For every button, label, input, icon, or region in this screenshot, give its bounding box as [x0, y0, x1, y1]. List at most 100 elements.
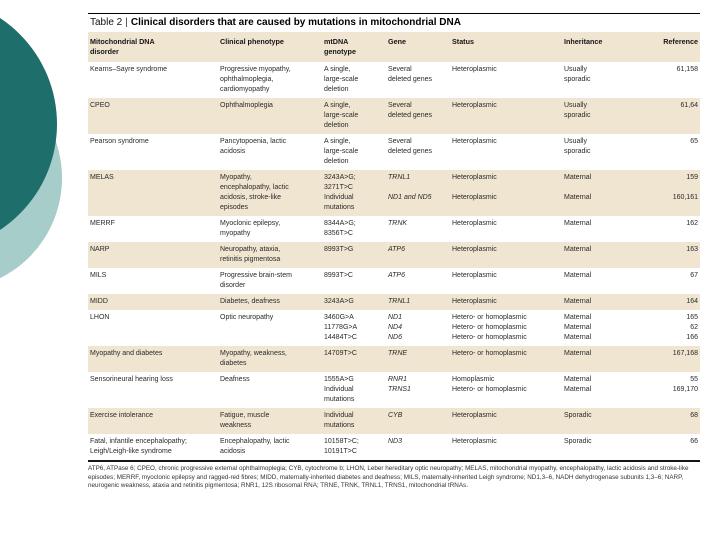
cell-genotype: 10158T>C; 10191T>C [322, 434, 386, 460]
cell-phenotype: Myoclonic epilepsy, myopathy [218, 216, 322, 242]
cell-inheritance: Sporadic [562, 408, 632, 434]
cell-reference: 167,168 [632, 346, 700, 372]
cell-disorder: MILS [88, 268, 218, 294]
cell-status: Heteroplasmic [450, 62, 562, 98]
cell-status: Heteroplasmic [450, 434, 562, 460]
cell-status: Heteroplasmic [450, 408, 562, 434]
table-bottom-rule [88, 460, 700, 462]
column-header-gene: Gene [386, 32, 450, 62]
cell-gene: TRNL1 ND1 and ND5 [386, 170, 450, 216]
cell-inheritance: Maternal [562, 242, 632, 268]
cell-status: Heteroplasmic [450, 134, 562, 170]
table-row: Pearson syndrome Pancytopoenia, lactic a… [88, 134, 700, 170]
column-header-inheritance: Inheritance [562, 32, 632, 62]
cell-genotype: 3243A>G [322, 294, 386, 310]
cell-reference: 164 [632, 294, 700, 310]
cell-phenotype: Pancytopoenia, lactic acidosis [218, 134, 322, 170]
cell-reference: 67 [632, 268, 700, 294]
table-row: CPEO Ophthalmoplegia A single, large-sca… [88, 98, 700, 134]
cell-reference: 162 [632, 216, 700, 242]
cell-status: Heteroplasmic [450, 268, 562, 294]
cell-gene: ATP6 [386, 268, 450, 294]
cell-inheritance: Maternal [562, 294, 632, 310]
cell-inheritance: Usually sporadic [562, 134, 632, 170]
cell-status: Heteroplasmic [450, 216, 562, 242]
column-header-phenotype: Clinical phenotype [218, 32, 322, 62]
table-body: Kearns–Sayre syndrome Progressive myopat… [88, 62, 700, 460]
cell-genotype: 8993T>G [322, 242, 386, 268]
table-row: LHON Optic neuropathy 3460G>A 11778G>A 1… [88, 310, 700, 346]
cell-reference: 61,64 [632, 98, 700, 134]
cell-gene: Several deleted genes [386, 62, 450, 98]
cell-status: Heteroplasmic Heteroplasmic [450, 170, 562, 216]
cell-reference: 55 169,170 [632, 372, 700, 408]
cell-gene: TRNE [386, 346, 450, 372]
cell-status: Homoplasmic Hetero- or homoplasmic [450, 372, 562, 408]
cell-reference: 165 62 166 [632, 310, 700, 346]
table-row: NARP Neuropathy, ataxia, retinitis pigme… [88, 242, 700, 268]
table-title: Table 2 | Clinical disorders that are caus… [88, 13, 700, 32]
cell-phenotype: Encephalopathy, lactic acidosis [218, 434, 322, 460]
table-header-row: Mitochondrial DNA disorder Clinical phen… [88, 32, 700, 62]
table-row: Sensorineural hearing loss Deafness 1555… [88, 372, 700, 408]
table-title-prefix: Table 2 [90, 17, 123, 28]
cell-phenotype: Diabetes, deafness [218, 294, 322, 310]
cell-phenotype: Progressive brain-stem disorder [218, 268, 322, 294]
column-header-status: Status [450, 32, 562, 62]
column-header-reference: Reference [632, 32, 700, 62]
cell-disorder: Sensorineural hearing loss [88, 372, 218, 408]
cell-gene: RNR1 TRNS1 [386, 372, 450, 408]
cell-disorder: LHON [88, 310, 218, 346]
table-row: MILS Progressive brain-stem disorder 899… [88, 268, 700, 294]
cell-status: Hetero- or homoplasmic Hetero- or homopl… [450, 310, 562, 346]
cell-phenotype: Myopathy, encephalopathy, lactic acidosi… [218, 170, 322, 216]
table-row: Myopathy and diabetes Myopathy, weakness… [88, 346, 700, 372]
cell-phenotype: Ophthalmoplegia [218, 98, 322, 134]
cell-genotype: 8993T>C [322, 268, 386, 294]
cell-inheritance: Maternal [562, 346, 632, 372]
cell-gene: TRNK [386, 216, 450, 242]
cell-reference: 163 [632, 242, 700, 268]
cell-reference: 159 160,161 [632, 170, 700, 216]
cell-status: Heteroplasmic [450, 242, 562, 268]
data-table: Mitochondrial DNA disorder Clinical phen… [88, 32, 700, 460]
cell-disorder: Exercise intolerance [88, 408, 218, 434]
cell-status: Heteroplasmic [450, 294, 562, 310]
cell-genotype: A single, large-scale deletion [322, 98, 386, 134]
cell-disorder: MIDD [88, 294, 218, 310]
cell-disorder: NARP [88, 242, 218, 268]
cell-phenotype: Neuropathy, ataxia, retinitis pigmentosa [218, 242, 322, 268]
table-row: Exercise intolerance Fatigue, muscle wea… [88, 408, 700, 434]
cell-genotype: 3460G>A 11778G>A 14484T>C [322, 310, 386, 346]
cell-gene: ND1 ND4 ND6 [386, 310, 450, 346]
cell-gene: Several deleted genes [386, 98, 450, 134]
table-row: MELAS Myopathy, encephalopathy, lactic a… [88, 170, 700, 216]
cell-phenotype: Progressive myopathy, ophthalmoplegia, c… [218, 62, 322, 98]
cell-status: Hetero- or homoplasmic [450, 346, 562, 372]
cell-reference: 68 [632, 408, 700, 434]
cell-gene: ATP6 [386, 242, 450, 268]
cell-reference: 66 [632, 434, 700, 460]
cell-genotype: A single, large-scale deletion [322, 134, 386, 170]
cell-disorder: Kearns–Sayre syndrome [88, 62, 218, 98]
table-row: Kearns–Sayre syndrome Progressive myopat… [88, 62, 700, 98]
column-header-disorder: Mitochondrial DNA disorder [88, 32, 218, 62]
clinical-disorders-table: Table 2 | Clinical disorders that are caus… [88, 13, 700, 491]
cell-inheritance: Usually sporadic [562, 98, 632, 134]
cell-inheritance: Maternal Maternal Maternal [562, 310, 632, 346]
table-footnote: ATP6, ATPase 6; CPEO, chronic progressiv… [88, 465, 689, 490]
cell-gene: ND3 [386, 434, 450, 460]
cell-genotype: 3243A>G; 3271T>C Individual mutations [322, 170, 386, 216]
cell-gene: CYB [386, 408, 450, 434]
cell-inheritance: Usually sporadic [562, 62, 632, 98]
cell-disorder: Myopathy and diabetes [88, 346, 218, 372]
cell-disorder: MERRF [88, 216, 218, 242]
cell-reference: 65 [632, 134, 700, 170]
cell-inheritance: Maternal Maternal [562, 170, 632, 216]
table-row: MERRF Myoclonic epilepsy, myopathy 8344A… [88, 216, 700, 242]
cell-gene: TRNL1 [386, 294, 450, 310]
cell-inheritance: Maternal [562, 268, 632, 294]
cell-status: Heteroplasmic [450, 98, 562, 134]
cell-genotype: Individual mutations [322, 408, 386, 434]
